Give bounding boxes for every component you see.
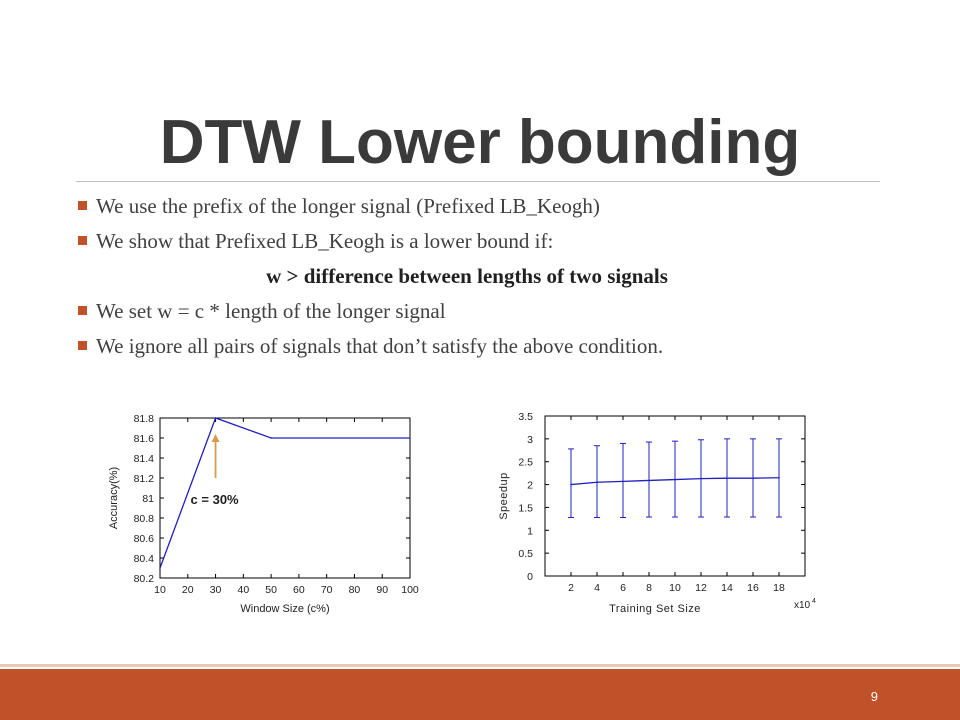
data-point [648,479,650,482]
data-point [700,477,702,480]
y-tick-label: 0.5 [518,548,533,560]
y-tick-label: 80.2 [134,573,155,585]
bullet-list: We use the prefix of the longer signal (… [76,190,896,365]
square-bullet-icon [78,201,87,210]
y-axis-label: Speedup [498,472,510,520]
bullet-item: We set w = c * length of the longer sign… [76,295,896,330]
x-tick-label: 70 [321,584,333,596]
data-point [622,480,624,483]
data-point [214,417,217,419]
x-tick-label: 4 [594,582,600,594]
x-tick-label: 60 [293,584,305,596]
y-tick-label: 3.5 [518,411,533,423]
speedup-chart: 2 4 6 8 10 12 14 16 18 0 0.5 1 1.5 2 2.5 3 3.5 Training S… [498,411,816,615]
y-tick-label: 1 [527,525,533,537]
data-point [570,483,572,486]
annotation-arrowhead [211,434,220,442]
data-point [159,567,161,569]
x-tick-label: 20 [182,584,194,596]
condition-line: w > difference between lengths of two si… [76,260,896,295]
x-axis-label: Training Set Size [609,603,701,615]
data-point [596,481,598,484]
x-axis-multiplier: x10 [794,600,811,611]
bullet-text: We use the prefix of the longer signal (… [96,194,600,218]
bullet-item: We ignore all pairs of signals that don’… [76,330,896,365]
y-tick-label: 80.4 [134,553,155,565]
footer-bar [0,669,960,720]
y-tick-label: 0 [527,571,533,583]
annotation-label: c = 30% [191,492,240,507]
x-tick-label: 8 [646,582,652,594]
y-tick-label: 1.5 [518,502,533,514]
title-divider [76,181,880,182]
x-tick-label: 100 [401,584,419,596]
x-tick-label: 30 [210,584,222,596]
x-tick-label: 12 [695,582,707,594]
page-number: 9 [870,689,878,704]
x-tick-label: 18 [773,582,785,594]
accuracy-chart: 10 20 30 40 50 60 70 80 90 100 80.2 80.4 80.6 80.8 81 8… [108,413,419,615]
x-tick-label: 90 [376,584,388,596]
slide-title: DTW Lower bounding [159,108,801,177]
x-tick-label: 14 [721,582,733,594]
x-tick-label: 10 [154,584,166,596]
y-tick-label: 80.8 [134,513,155,525]
x-tick-label: 10 [669,582,681,594]
condition-text: w > difference between lengths of two si… [266,264,668,288]
bullet-text: We show that Prefixed LB_Keogh is a lowe… [96,229,554,253]
y-axis-label: Accuracy(%) [108,467,120,529]
x-tick-label: 2 [568,582,574,594]
bullet-text: We ignore all pairs of signals that don’… [96,334,664,358]
x-tick-label: 40 [237,584,249,596]
y-tick-label: 81.4 [134,453,155,465]
y-tick-label: 81 [142,493,154,505]
x-axis-multiplier-exponent: 4 [812,598,816,605]
y-tick-label: 3 [527,434,533,446]
bullet-item: We use the prefix of the longer signal (… [76,190,896,225]
square-bullet-icon [78,306,87,315]
y-tick-label: 81.8 [134,413,155,425]
x-tick-label: 50 [265,584,277,596]
y-tick-label: 2.5 [518,457,533,469]
square-bullet-icon [78,341,87,350]
bullet-text: We set w = c * length of the longer sign… [96,299,446,323]
data-point [674,478,676,481]
x-tick-label: 80 [349,584,361,596]
accuracy-series-line [159,417,410,569]
x-tick-label: 6 [620,582,626,594]
footer-accent-line [0,664,960,667]
x-tick-label: 16 [747,582,759,594]
data-point [778,476,780,479]
data-point [752,477,754,479]
data-point [270,437,272,439]
bullet-item: We show that Prefixed LB_Keogh is a lowe… [76,225,896,260]
x-axis-label: Window Size (c%) [240,603,329,615]
data-point [726,477,728,479]
y-tick-label: 2 [527,480,533,492]
square-bullet-icon [78,236,87,245]
y-tick-label: 81.2 [134,473,155,485]
y-tick-label: 81.6 [134,433,155,445]
data-point [409,437,411,439]
y-tick-label: 80.6 [134,533,155,545]
